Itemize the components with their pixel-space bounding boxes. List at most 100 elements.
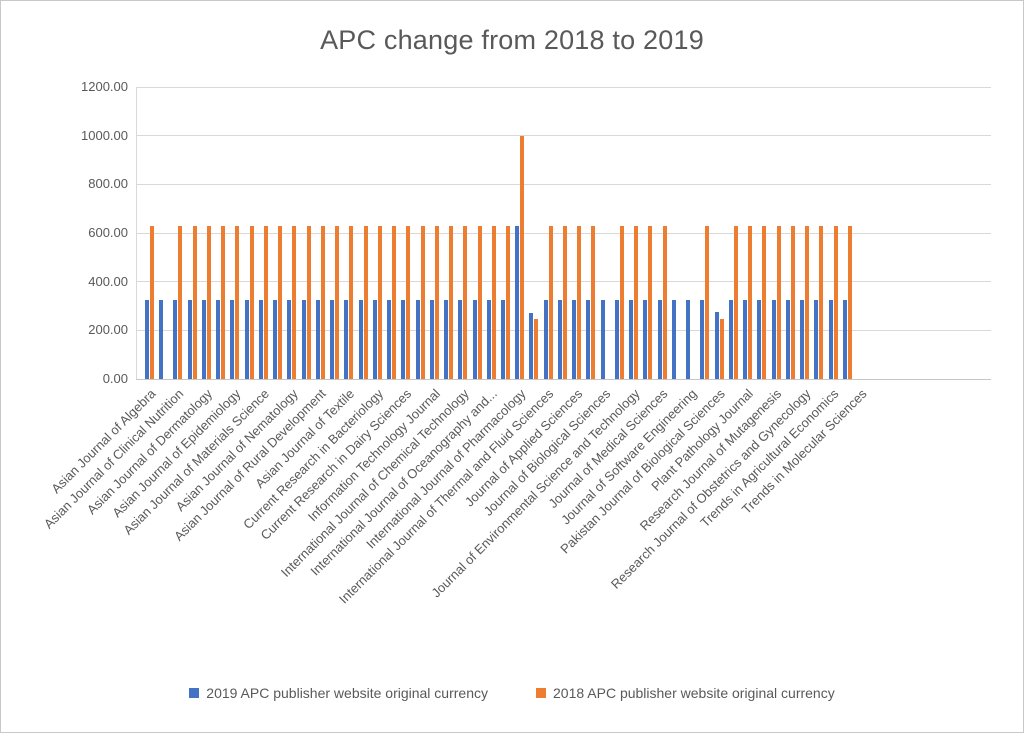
bar-2019 [358,299,363,379]
bar-2019 [287,299,292,379]
y-axis-line [136,87,137,379]
bar-2019 [501,299,505,379]
y-tick-label: 800.00 [88,176,128,192]
bar-2018 [648,225,653,379]
bar-2018 [506,225,510,379]
bar-2019 [429,299,434,379]
bar-2018 [406,225,411,379]
bar-2018 [192,225,197,379]
chart-title: APC change from 2018 to 2019 [320,25,704,55]
bar-2019 [757,299,762,379]
bar-2018 [463,225,468,379]
y-gridline [136,86,991,88]
bar-2018 [263,225,268,379]
bar-2019 [344,299,349,379]
x-axis-line [136,378,991,380]
y-tick-label: 1200.00 [81,79,128,94]
bar-2018 [591,225,596,379]
plot-area [136,86,991,380]
bar-2018 [534,319,539,379]
bar-2019 [828,299,833,379]
bar-2018 [847,225,852,379]
bar-2019 [614,299,619,379]
bar-2018 [520,135,525,379]
legend-label-2019: 2019 APC publisher website original curr… [206,685,488,701]
y-gridline [136,183,991,185]
bar-2018 [805,225,810,379]
bar-2019 [529,313,534,379]
bar-2018 [335,225,340,379]
legend-label-2018: 2018 APC publisher website original curr… [553,685,835,701]
bar-2019 [216,299,221,379]
bar-2019 [572,299,577,379]
bar-2019 [187,299,192,379]
bar-2018 [705,225,710,379]
y-tick-label: 1000.00 [81,127,128,143]
bar-2018 [292,225,297,379]
bar-2019 [201,299,206,379]
bar-2018 [306,225,311,379]
legend-swatch-2019-icon [189,688,200,698]
bar-2018 [434,225,439,379]
y-gridline [136,281,991,283]
y-tick-label: 200.00 [88,322,128,338]
bar-2019 [557,299,562,379]
bar-2019 [686,299,691,379]
bar-2019 [486,299,491,379]
legend-item-2019: 2019 APC publisher website original curr… [189,685,488,701]
bar-2018 [819,225,824,379]
bar-2019 [472,299,477,379]
y-tick-label: 400.00 [88,273,128,289]
legend-item-2018: 2018 APC publisher website original curr… [536,685,835,701]
bar-2018 [776,225,781,379]
bar-2019 [401,299,406,379]
bar-2019 [643,299,648,379]
bar-2018 [733,225,738,379]
bar-2019 [714,312,719,379]
y-gridline [136,135,991,137]
bar-2018 [790,225,795,379]
bar-2018 [392,225,397,379]
bar-2019 [771,299,776,379]
bar-2018 [833,225,838,379]
bar-2019 [301,299,306,379]
bar-2018 [249,225,254,379]
bar-2019 [743,299,748,379]
bar-2018 [477,225,482,379]
bar-2019 [842,299,847,379]
bar-2018 [206,225,211,379]
bar-2018 [449,225,454,379]
bar-2019 [230,299,235,379]
bar-2018 [278,225,283,379]
bar-2018 [349,225,354,379]
bar-2018 [377,225,382,379]
bar-2019 [728,299,733,379]
bar-2018 [634,225,639,379]
bar-2019 [515,225,520,379]
bar-2018 [221,225,226,379]
bar-2019 [629,299,634,379]
bar-2019 [159,299,164,379]
bar-2019 [800,299,805,379]
bar-2019 [372,299,377,379]
bar-2018 [719,319,724,379]
legend-swatch-2018-icon [536,688,546,698]
bar-2018 [662,225,667,379]
bar-2018 [420,225,425,379]
y-tick-label: 600.00 [88,225,128,240]
bar-2019 [600,299,605,379]
bar-2019 [258,299,263,379]
bar-2019 [315,299,320,379]
bar-2019 [785,299,790,379]
bar-2019 [657,299,662,379]
bar-2019 [145,299,149,379]
bar-2018 [577,225,582,379]
bar-2018 [235,225,240,379]
bar-2018 [748,225,753,379]
bar-2019 [671,299,676,379]
bar-2019 [244,299,249,379]
legend: 2019 APC publisher website original curr… [1,685,1023,701]
bar-2018 [178,225,183,379]
bar-2019 [814,299,819,379]
